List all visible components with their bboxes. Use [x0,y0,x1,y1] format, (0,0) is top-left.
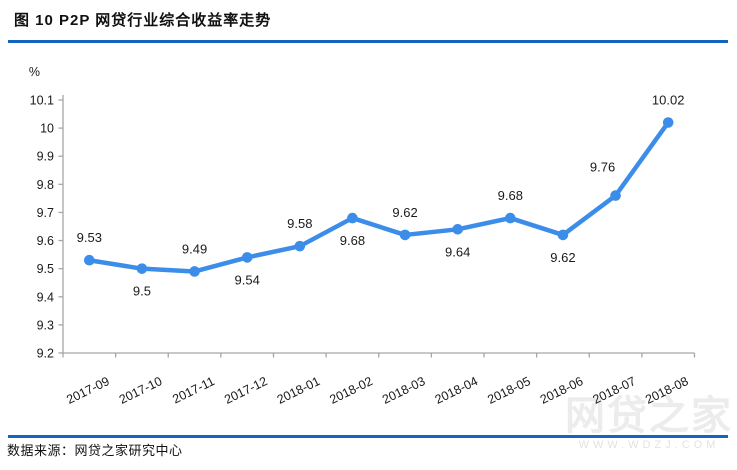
svg-text:10.1: 10.1 [30,94,54,108]
svg-text:2018-07: 2018-07 [591,374,638,407]
watermark-url-text: WWW.WDZJ.COM [578,439,720,451]
svg-text:9.5: 9.5 [37,262,54,276]
svg-text:9.49: 9.49 [182,241,207,256]
svg-text:2017-12: 2017-12 [222,374,269,407]
svg-text:9.53: 9.53 [77,230,102,245]
svg-text:9.7: 9.7 [37,206,54,220]
svg-text:9.68: 9.68 [498,188,523,203]
svg-text:9.6: 9.6 [37,234,54,248]
svg-text:2018-05: 2018-05 [485,374,532,407]
watermark-brand-text: 网贷之家 [565,394,733,438]
svg-text:2017-10: 2017-10 [117,374,164,407]
svg-text:2018-01: 2018-01 [275,374,322,407]
title-divider [8,40,728,43]
svg-text:10.02: 10.02 [652,92,685,107]
svg-text:2017-09: 2017-09 [64,374,111,407]
svg-text:9.9: 9.9 [37,150,54,164]
svg-text:2018-08: 2018-08 [643,374,690,407]
svg-text:9.5: 9.5 [133,284,151,299]
svg-text:9.8: 9.8 [37,178,54,192]
svg-text:9.62: 9.62 [550,250,575,265]
svg-text:2017-11: 2017-11 [170,374,217,406]
svg-text:2018-03: 2018-03 [380,374,427,407]
svg-text:9.62: 9.62 [392,205,417,220]
svg-text:2018-02: 2018-02 [327,374,374,407]
data-source: 数据来源：网贷之家研究中心 [7,443,183,458]
svg-text:9.68: 9.68 [340,233,365,248]
svg-text:9.54: 9.54 [235,272,260,287]
svg-text:9.58: 9.58 [287,216,312,231]
svg-text:2018-04: 2018-04 [433,374,480,407]
svg-text:10: 10 [40,122,54,136]
footer-divider [8,435,728,438]
svg-text:9.76: 9.76 [590,160,615,175]
svg-text:9.2: 9.2 [37,347,54,361]
svg-text:9.4: 9.4 [37,290,54,304]
svg-text:%: % [29,65,40,79]
svg-text:9.64: 9.64 [445,244,470,259]
watermark: 网贷之家 WWW.WDZJ.COM [560,396,737,451]
svg-text:9.3: 9.3 [37,318,54,332]
figure-title: 图 10 P2P 网贷行业综合收益率走势 [14,12,272,29]
svg-text:2018-06: 2018-06 [538,374,585,407]
